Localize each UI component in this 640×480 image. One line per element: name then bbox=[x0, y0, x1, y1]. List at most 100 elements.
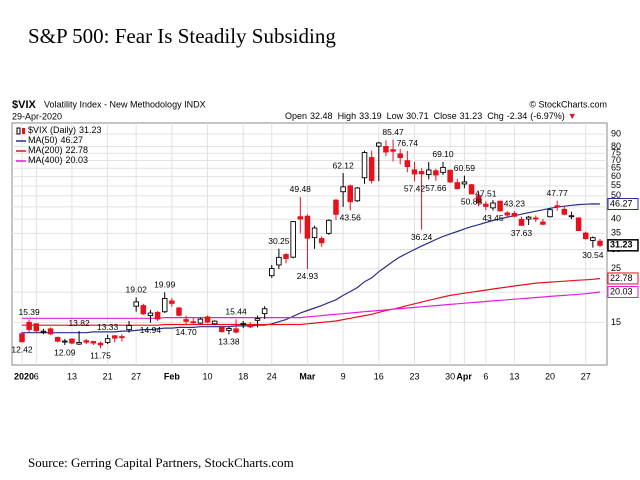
candle-body bbox=[404, 160, 411, 168]
annotation: 62.12 bbox=[332, 160, 354, 170]
annotation: 43.23 bbox=[504, 198, 526, 208]
annotation: 15.39 bbox=[18, 307, 40, 317]
y-tick-label: 40 bbox=[611, 214, 621, 224]
candle-body bbox=[19, 333, 25, 343]
value-tag bbox=[607, 285, 639, 298]
candle-body bbox=[390, 149, 396, 152]
legend-swatch bbox=[22, 128, 25, 134]
candle-body bbox=[304, 215, 311, 239]
ma-line bbox=[22, 203, 601, 334]
annotation: 76.74 bbox=[397, 138, 419, 148]
annotation: 11.75 bbox=[90, 350, 111, 360]
candle-body bbox=[582, 232, 589, 240]
quote-label: Close bbox=[434, 111, 457, 121]
candle-body bbox=[190, 321, 197, 324]
candle-body bbox=[504, 212, 510, 216]
candle-body bbox=[525, 216, 532, 220]
quote-value: 31.23 bbox=[460, 111, 483, 121]
x-tick-label: 10 bbox=[203, 371, 213, 381]
legend-value: 20.03 bbox=[66, 155, 89, 165]
candle-body bbox=[447, 169, 453, 183]
candle-body bbox=[433, 170, 439, 176]
candle-body bbox=[376, 142, 382, 147]
x-tick-label: 18 bbox=[238, 371, 248, 381]
candle-body bbox=[211, 320, 218, 325]
x-tick-label: 9 bbox=[341, 371, 346, 381]
x-tick-label: Mar bbox=[299, 371, 316, 381]
candle-body bbox=[47, 328, 54, 335]
date: 29-Apr-2020 bbox=[12, 111, 62, 121]
y-tick-label: 80 bbox=[611, 141, 621, 151]
candle-body bbox=[475, 195, 482, 204]
x-tick-label: 13 bbox=[509, 371, 519, 381]
candle-body bbox=[219, 326, 225, 333]
candle-body bbox=[33, 323, 40, 332]
annotation: 85.47 bbox=[382, 127, 404, 137]
quote-value: 32.48 bbox=[310, 111, 333, 121]
legend-label: MA(400) bbox=[28, 155, 63, 165]
x-tick-label: 27 bbox=[581, 371, 591, 381]
y-tick-label: 15 bbox=[611, 317, 621, 327]
candle-body bbox=[112, 335, 118, 339]
candle-body bbox=[311, 227, 318, 239]
legend-value: 22.78 bbox=[66, 145, 89, 155]
candle-body bbox=[261, 308, 268, 315]
candle-body bbox=[226, 328, 232, 331]
annotation: 14.94 bbox=[140, 325, 162, 335]
quote-label: Open bbox=[285, 111, 307, 121]
x-tick-label: 24 bbox=[267, 371, 277, 381]
annotation: 13.33 bbox=[97, 322, 119, 332]
candle-body bbox=[204, 316, 211, 323]
annotation: 50.88 bbox=[461, 196, 483, 206]
candle-body bbox=[197, 318, 204, 324]
candle-body bbox=[183, 319, 189, 322]
y-tick-label: 55 bbox=[611, 180, 621, 190]
quote-value: 33.19 bbox=[359, 111, 382, 121]
x-tick-label: 6 bbox=[483, 371, 488, 381]
quote-label: Chg bbox=[487, 111, 504, 121]
y-tick-label: 70 bbox=[611, 155, 621, 165]
candle-body bbox=[62, 340, 68, 343]
candle-body bbox=[411, 169, 418, 175]
candle-body bbox=[490, 202, 496, 209]
candle-body bbox=[283, 254, 289, 259]
candle-body bbox=[147, 312, 154, 317]
annotation: 43.45 bbox=[482, 213, 504, 223]
source: Source: Gerring Capital Partners, StockC… bbox=[28, 455, 294, 470]
annotation: 30.25 bbox=[268, 236, 290, 246]
y-tick-label: 60 bbox=[611, 171, 621, 181]
candle-body bbox=[133, 301, 139, 307]
candle-body bbox=[326, 219, 332, 234]
page-title: S&P 500: Fear Is Steadily Subsiding bbox=[28, 24, 336, 48]
candle-body bbox=[240, 323, 246, 326]
x-tick-label: 20 bbox=[545, 371, 555, 381]
legend-entry: MA(200) 22.78 bbox=[28, 145, 88, 155]
annotation: 57.42 bbox=[404, 184, 426, 194]
candle-body bbox=[154, 311, 161, 320]
quote-label: High bbox=[338, 111, 357, 121]
candle-body bbox=[333, 199, 339, 215]
candle-body bbox=[276, 256, 282, 266]
value-tag-label: 22.78 bbox=[610, 273, 633, 283]
annotation: 15.44 bbox=[225, 307, 247, 317]
candle-body bbox=[418, 171, 425, 175]
candle-body bbox=[547, 209, 553, 218]
candle-body bbox=[468, 184, 475, 195]
candle-body bbox=[140, 305, 147, 315]
quote-line: Open 32.48 High 33.19 Low 30.71 Close 31.23 Chg -… bbox=[285, 111, 577, 121]
candle-body bbox=[340, 186, 346, 193]
quote-change-pct: (-6.97%) bbox=[530, 111, 565, 121]
candle-body bbox=[540, 221, 546, 225]
quote-value: 30.71 bbox=[406, 111, 429, 121]
annotation: 30.54 bbox=[582, 250, 604, 260]
annotation: 57.66 bbox=[425, 183, 447, 193]
candle-body bbox=[169, 300, 175, 304]
candle-body bbox=[554, 205, 560, 208]
legend-entry: MA(50) 46.27 bbox=[28, 135, 83, 145]
annotation: 37.63 bbox=[511, 228, 533, 238]
y-tick-label: 35 bbox=[611, 228, 621, 238]
x-tick-label: 2020 bbox=[14, 371, 34, 381]
candle-body bbox=[269, 268, 275, 277]
x-tick-label: 16 bbox=[374, 371, 384, 381]
candle-body bbox=[590, 237, 596, 241]
